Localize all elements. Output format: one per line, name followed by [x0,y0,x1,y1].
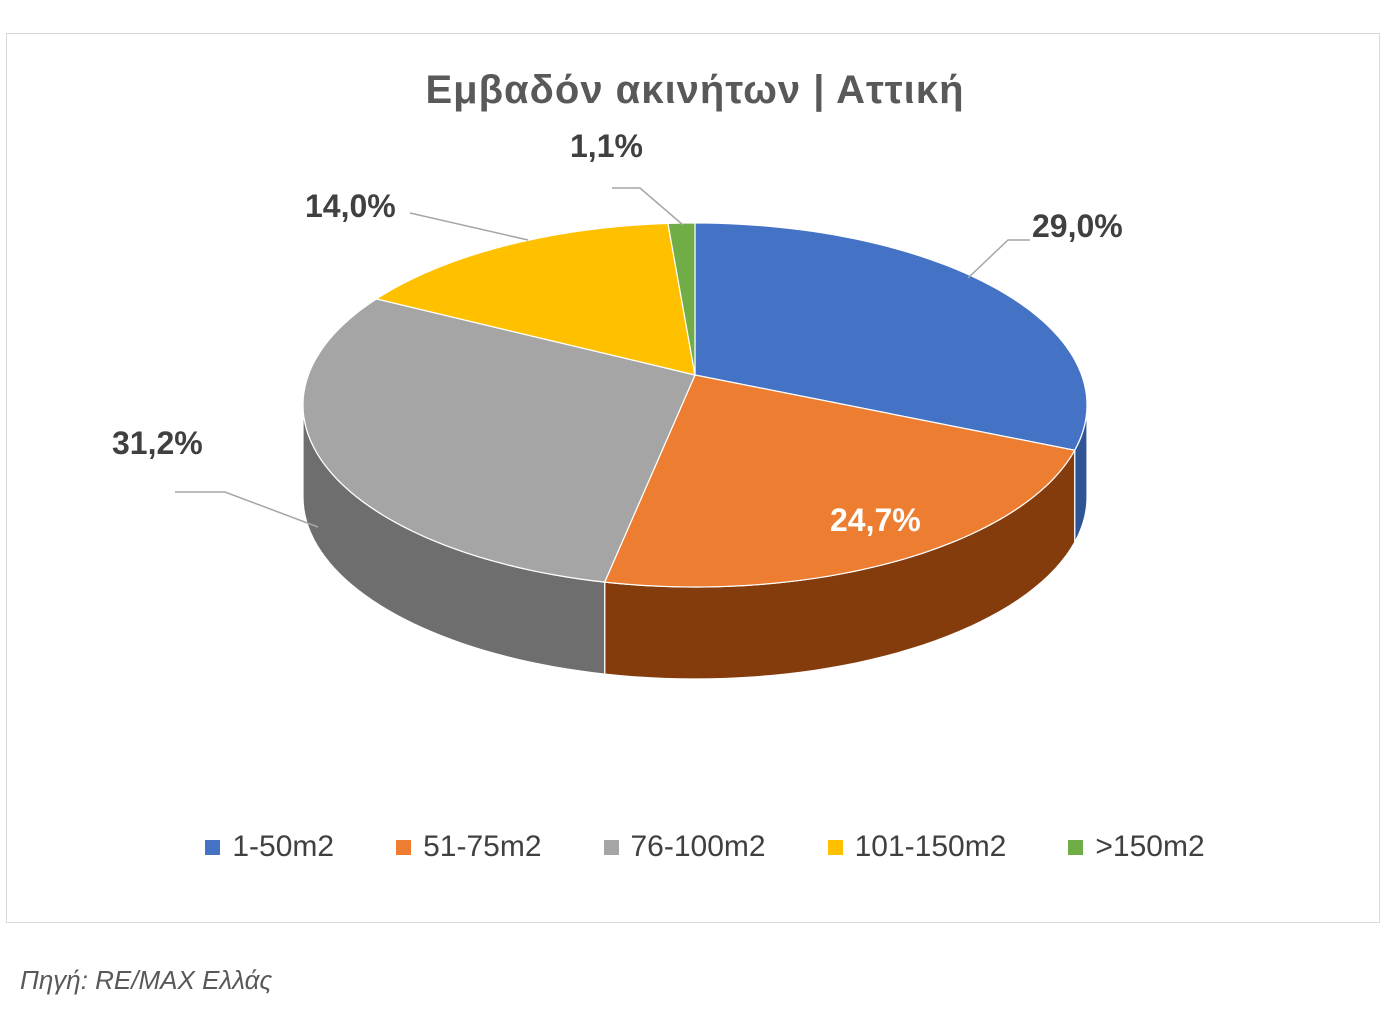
pie-slice-3 [374,222,696,376]
data-label-4: 1,1% [570,128,643,164]
data-label-3: 14,0% [305,188,396,224]
leader-line-3 [409,212,529,241]
data-label-1: 24,7% [830,502,921,538]
legend-label: 101-150m2 [854,830,1007,863]
pie-slice-2 [302,298,696,583]
leader-line-0 [967,239,1030,279]
chart-title: Εμβαδόν ακινήτων | Αττική [425,68,965,112]
legend-item: >150m2 [1068,830,1205,864]
chart-frame [6,33,1380,923]
legend-swatch [1068,839,1084,855]
legend-item: 51-75m2 [396,830,542,864]
legend-item: 76-100m2 [603,830,766,864]
data-label-2: 31,2% [112,425,203,461]
legend-item: 1-50m2 [205,830,334,864]
legend-label: 51-75m2 [423,830,542,863]
legend-item: 101-150m2 [827,830,1007,864]
legend-label: 76-100m2 [630,830,766,863]
source-note: Πηγή: RE/MAX Ελλάς [20,965,273,995]
leader-line-2 [175,491,319,528]
legend-swatch [603,839,619,855]
legend: 1-50m2 51-75m2 76-100m2 101-150m2 >150m2 [0,830,1390,864]
legend-swatch [396,839,412,855]
leader-line-4 [612,187,684,226]
legend-label: 1-50m2 [232,830,335,863]
data-label-0: 29,0% [1032,208,1123,244]
legend-label: >150m2 [1095,830,1205,863]
pie-slice-1 [603,374,1076,588]
pie-slice-0 [694,222,1088,451]
legend-swatch [205,839,221,855]
legend-swatch [827,839,843,855]
